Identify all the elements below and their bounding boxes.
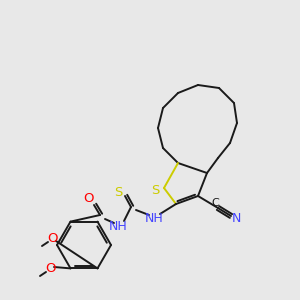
Text: NH: NH: [109, 220, 128, 232]
Text: O: O: [45, 262, 55, 275]
Text: S: S: [114, 185, 122, 199]
Text: O: O: [47, 232, 57, 244]
Text: O: O: [83, 193, 93, 206]
Text: NH: NH: [145, 212, 164, 224]
Text: C: C: [211, 198, 219, 208]
Text: S: S: [151, 184, 159, 197]
Text: N: N: [231, 212, 241, 224]
